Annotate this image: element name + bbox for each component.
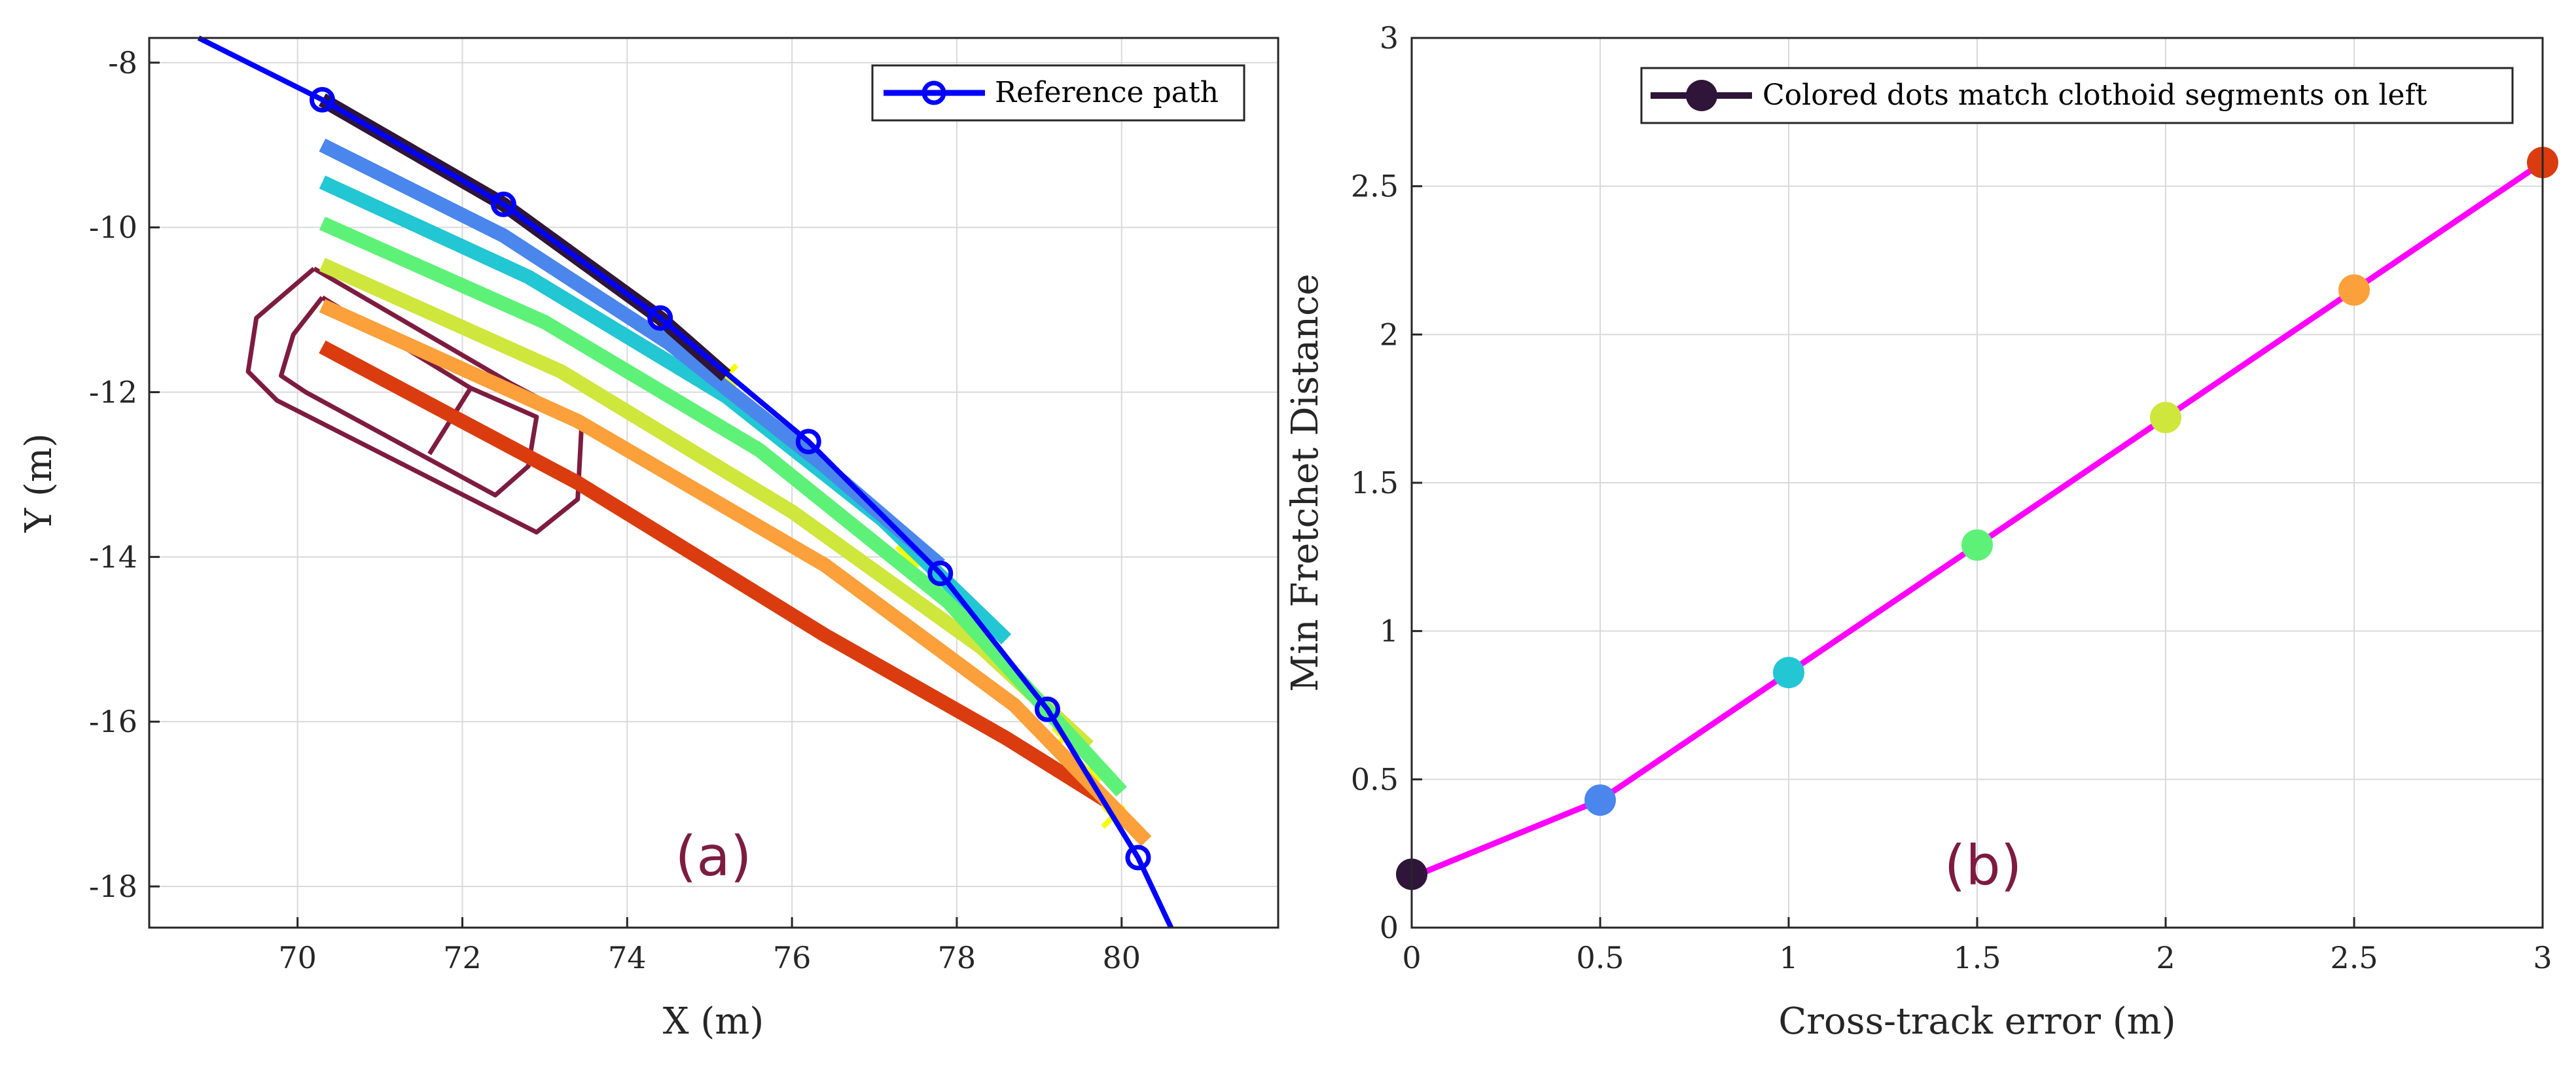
panel-b-y-axis-title: Min Fretchet Distance (1284, 273, 1327, 691)
colored-dot-2 (1773, 657, 1804, 689)
tick-label-y-6: 3 (1380, 20, 1399, 56)
colored-dot-1 (1584, 784, 1616, 816)
reference-path-markers (309, 86, 1151, 871)
legend-colored-dots-marker (1686, 80, 1717, 111)
reference-marker-1 (490, 191, 516, 217)
colored-dot-4 (2150, 402, 2181, 434)
tick-label-y-5: 2.5 (1351, 169, 1399, 204)
tick-label-x-6: 3 (2533, 940, 2552, 975)
panel-b-tag: (b) (1944, 833, 2022, 898)
panel-b-x-ticks: 0 0.5 1 1.5 2 2.5 3 (1402, 917, 2552, 975)
tick-label-y-0: 0 (1380, 910, 1399, 945)
reference-marker-0 (309, 86, 335, 113)
panel-a-y-ticks: -8 -10 -12 -14 -16 -18 (89, 45, 160, 904)
reference-marker-4 (927, 561, 954, 587)
reference-marker-2 (647, 305, 673, 331)
tick-label-x-0: 0 (1402, 940, 1421, 975)
panel-b-legend: Colored dots match clothoid segments on … (1640, 67, 2514, 124)
tick-label-x-1: 0.5 (1576, 940, 1624, 975)
panel-b-legend-box (1640, 67, 2514, 124)
panel-a-axes-box (148, 37, 1279, 929)
tick-label-x-80: 80 (1102, 940, 1141, 975)
tick-label-y--10: -10 (89, 210, 137, 245)
reference-marker-3 (795, 428, 821, 455)
tick-label-x-76: 76 (773, 940, 812, 975)
panel-b: 0 0.5 1 1.5 2 2.5 3 0 0.5 1 1.5 2 2.5 3 Colored dots… (1284, 20, 2558, 1043)
reference-marker-5 (1034, 696, 1060, 722)
tick-label-y-4: 2 (1380, 317, 1399, 352)
tick-label-y--12: -12 (89, 374, 137, 410)
tick-label-x-70: 70 (278, 940, 317, 975)
legend-colored-dots-label: Colored dots match clothoid segments on … (1762, 79, 2427, 112)
clothoid-series-3 (319, 217, 1127, 797)
tick-label-y--8: -8 (108, 45, 137, 80)
vehicle-inner-contour (279, 295, 539, 498)
reference-marker-6 (1125, 845, 1151, 871)
panel-a-legend: Reference path (871, 64, 1245, 122)
tick-label-y--16: -16 (89, 704, 137, 739)
tick-label-y-2: 1 (1380, 614, 1399, 649)
panel-a-y-axis-title: Y (m) (18, 433, 60, 533)
tick-label-y-3: 1.5 (1351, 465, 1399, 500)
tick-label-x-72: 72 (443, 940, 482, 975)
reference-path-line (197, 35, 1173, 929)
tick-label-x-4: 2 (2156, 940, 2175, 975)
tick-label-x-74: 74 (608, 940, 647, 975)
tick-label-x-2: 1 (1779, 940, 1798, 975)
legend-reference-path-label: Reference path (995, 76, 1219, 109)
panel-b-x-axis-title: Cross-track error (m) (1778, 1000, 2175, 1043)
clothoid-series-6 (319, 340, 1109, 807)
colored-dot-5 (2338, 274, 2370, 306)
tick-label-x-5: 2.5 (2330, 940, 2378, 975)
colored-dot-3 (1961, 529, 1993, 561)
panel-b-axes-box (1410, 37, 2544, 929)
clothoid-series-5 (319, 299, 1152, 847)
tick-label-x-78: 78 (938, 940, 976, 975)
panel-a-tag: (a) (675, 824, 751, 888)
panel-a-x-ticks: 70 72 74 76 78 80 (278, 917, 1141, 975)
tick-label-x-3: 1.5 (1953, 940, 2001, 975)
tick-label-y-1: 0.5 (1351, 761, 1399, 797)
legend-reference-path-marker (921, 80, 946, 105)
panel-a: 70 72 74 76 78 80 -8 -10 -12 -14 -16 -18 Reference… (18, 35, 1279, 1043)
tick-label-y--14: -14 (89, 539, 137, 574)
panel-a-x-axis-title: X (m) (663, 1000, 764, 1043)
tick-label-y--18: -18 (89, 869, 137, 904)
